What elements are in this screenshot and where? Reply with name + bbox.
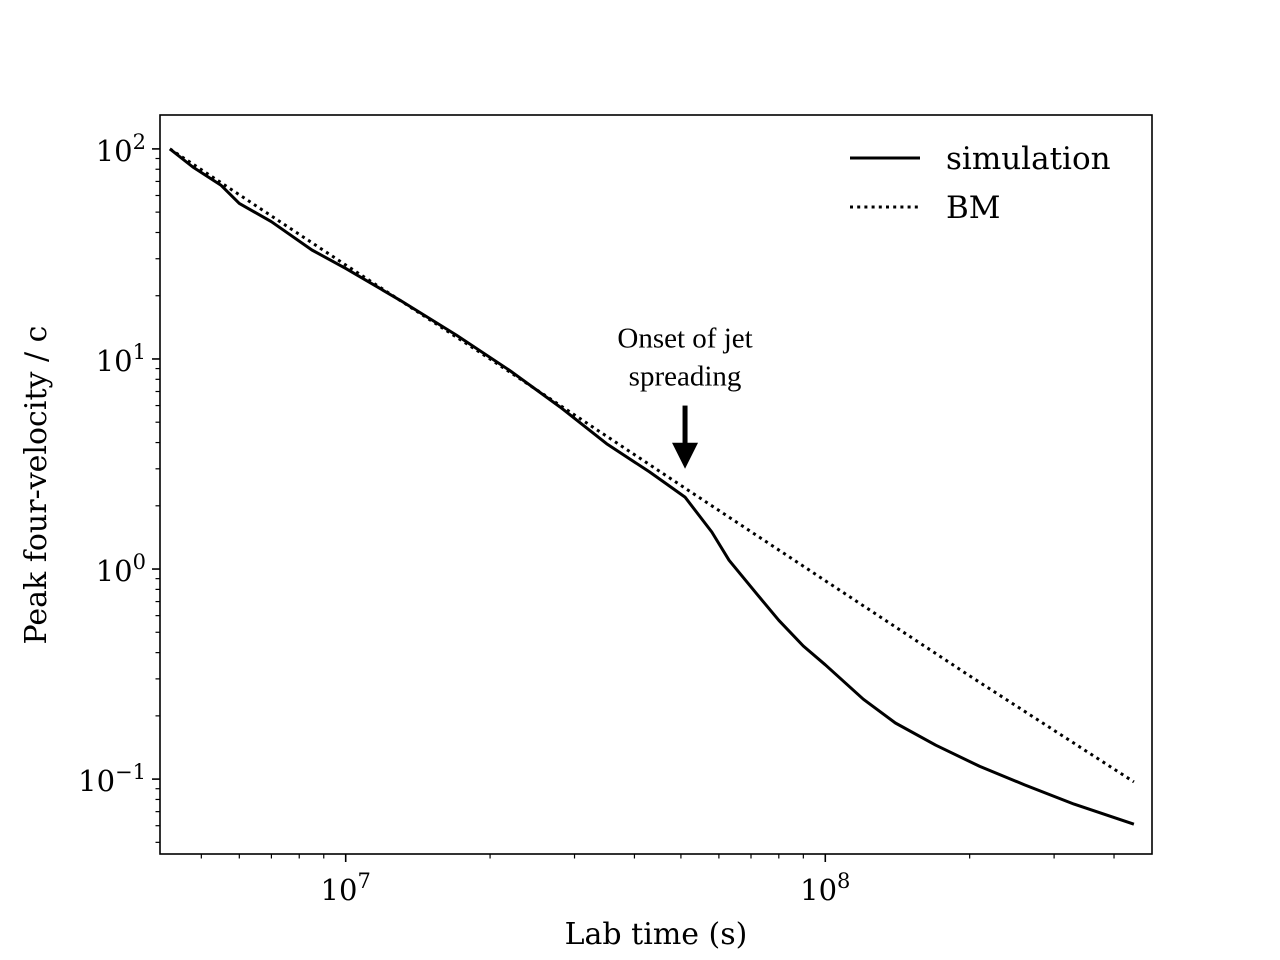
- annotation: Onset of jet spreading: [617, 322, 753, 469]
- legend: simulation BM: [850, 141, 1111, 226]
- series-bm-line: [169, 147, 1135, 784]
- y-tick-label-2: 100: [96, 550, 146, 588]
- series-simulation-line: [168, 147, 1135, 826]
- minor-ticks: [155, 157, 1115, 859]
- y-tick-label-0: 102: [96, 130, 146, 168]
- series-layer: [168, 147, 1135, 826]
- plot-frame: [159, 114, 1153, 855]
- annotation-arrow-head: [672, 442, 699, 469]
- major-ticks: 107 108 102 101 100 10−1: [78, 130, 850, 907]
- x-tick-label-0: 107: [321, 869, 371, 907]
- annotation-text-line-1: Onset of jet: [617, 322, 752, 354]
- legend-label-bm: BM: [946, 190, 1001, 226]
- y-tick-label-1: 101: [96, 340, 146, 378]
- y-tick-label-3: 10−1: [78, 760, 146, 798]
- x-tick-label-1: 108: [800, 869, 850, 907]
- annotation-text-line-2: spreading: [629, 360, 742, 392]
- x-axis-label: Lab time (s): [565, 917, 748, 952]
- y-axis-label: Peak four-velocity / c: [19, 326, 54, 645]
- legend-label-simulation: simulation: [946, 141, 1111, 177]
